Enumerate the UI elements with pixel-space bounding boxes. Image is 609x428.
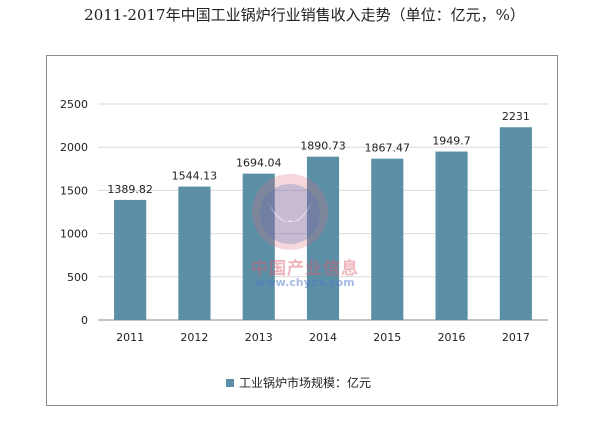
bar — [371, 158, 404, 320]
data-label: 1694.04 — [236, 157, 282, 170]
bar — [435, 151, 468, 320]
bar — [306, 156, 340, 320]
data-labels: 1389.82 1544.13 1694.04 1890.73 1867.47 1949.… — [107, 110, 529, 196]
y-tick-label: 2500 — [60, 98, 88, 111]
watermark-url: www.chyxx.com — [255, 276, 355, 289]
legend: 工业锅炉市场规模：亿元 — [226, 374, 371, 391]
x-tick-label: 2012 — [180, 331, 208, 344]
data-label: 1867.47 — [365, 142, 411, 155]
x-tick-label: 2011 — [116, 331, 144, 344]
bar — [114, 199, 147, 320]
y-axis-ticks: 0 500 1000 1500 2000 2500 — [60, 98, 88, 327]
data-label: 1949.7 — [432, 135, 471, 148]
x-tick-label: 2015 — [373, 331, 401, 344]
data-label: 1544.13 — [172, 170, 218, 183]
bar — [178, 186, 211, 320]
x-tick-label: 2016 — [438, 331, 466, 344]
data-label: 1890.73 — [300, 140, 346, 153]
y-tick-label: 0 — [81, 314, 88, 327]
bar — [242, 173, 275, 320]
y-tick-label: 2000 — [60, 141, 88, 154]
x-tick-label: 2014 — [309, 331, 337, 344]
chart-title: 2011-2017年中国工业锅炉行业销售收入走势（单位：亿元，%） — [84, 6, 525, 24]
y-tick-label: 500 — [67, 271, 88, 284]
x-tick-label: 2013 — [245, 331, 273, 344]
y-tick-label: 1500 — [60, 184, 88, 197]
legend-swatch — [226, 378, 234, 387]
legend-label: 工业锅炉市场规模：亿元 — [239, 376, 372, 390]
watermark-text: 中国产业信息 — [251, 259, 359, 279]
bar — [499, 127, 532, 320]
x-axis-ticks: 2011 2012 2013 2014 2015 2016 2017 — [116, 331, 530, 344]
x-tick-label: 2017 — [502, 331, 530, 344]
y-tick-label: 1000 — [60, 228, 88, 241]
bars — [114, 127, 532, 320]
data-label: 1389.82 — [107, 183, 153, 196]
data-label: 2231 — [502, 110, 530, 123]
